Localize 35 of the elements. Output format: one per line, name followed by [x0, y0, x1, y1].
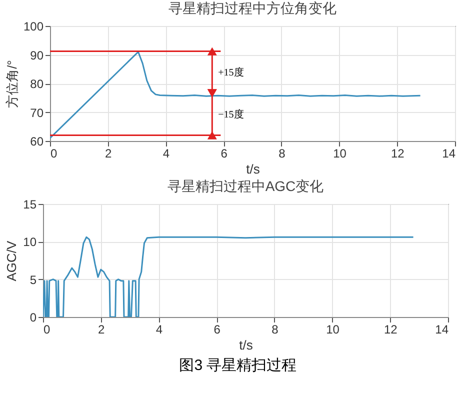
- annotation: +15度: [218, 66, 244, 78]
- x-axis-title: t/s: [239, 338, 254, 352]
- y-tick-label: 70: [30, 106, 44, 120]
- y-tick-label: 100: [23, 20, 44, 34]
- chart-title: 寻星精扫过程中方位角变化: [168, 0, 336, 16]
- line-series: [43, 236, 414, 317]
- y-tick-label: 0: [30, 310, 37, 324]
- caption: 图3 寻星精扫过程: [178, 356, 298, 375]
- x-tick-label: 12: [390, 146, 405, 160]
- x-tick-label: 0: [50, 146, 58, 160]
- x-tick-label: 10: [333, 146, 347, 160]
- y-tick-label: 60: [30, 134, 44, 148]
- y-tick-label: 90: [30, 48, 44, 62]
- x-tick-label: 6: [214, 322, 221, 336]
- y-tick-label: 10: [23, 235, 37, 250]
- y-axis-title: 方位角/°: [4, 60, 20, 108]
- x-tick-label: 10: [326, 322, 340, 336]
- x-tick-label: 4: [162, 146, 170, 160]
- x-tick-label: 14: [435, 322, 449, 336]
- x-tick-label: 8: [278, 146, 286, 160]
- x-tick-label: 6: [220, 146, 228, 160]
- y-tick-label: 5: [30, 272, 37, 287]
- x-tick-label: 2: [98, 322, 106, 336]
- line-series: [50, 51, 422, 139]
- y-axis-title: AGC/V: [4, 240, 20, 282]
- y-tick-label: 15: [23, 198, 37, 212]
- x-tick-label: 4: [156, 322, 163, 336]
- chart-title: 寻星精扫过程中AGC变化: [167, 178, 324, 194]
- x-axis-title: t/s: [246, 162, 260, 176]
- x-tick-label: 14: [442, 146, 456, 160]
- x-tick-label: 2: [105, 146, 112, 160]
- x-tick-label: 8: [272, 322, 279, 336]
- annotation: −15度: [218, 108, 244, 120]
- y-tick-label: 80: [30, 77, 44, 91]
- x-tick-label: 12: [384, 322, 398, 336]
